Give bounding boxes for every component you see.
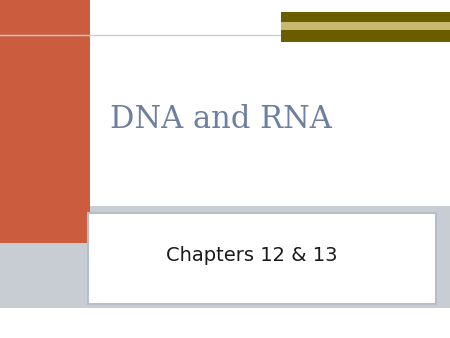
Bar <box>88 213 436 304</box>
Bar <box>281 22 450 30</box>
Bar <box>0 0 90 243</box>
Bar <box>281 12 450 42</box>
Text: Chapters 12 & 13: Chapters 12 & 13 <box>166 246 338 265</box>
Text: DNA and RNA: DNA and RNA <box>110 104 332 136</box>
Bar <box>0 206 450 308</box>
